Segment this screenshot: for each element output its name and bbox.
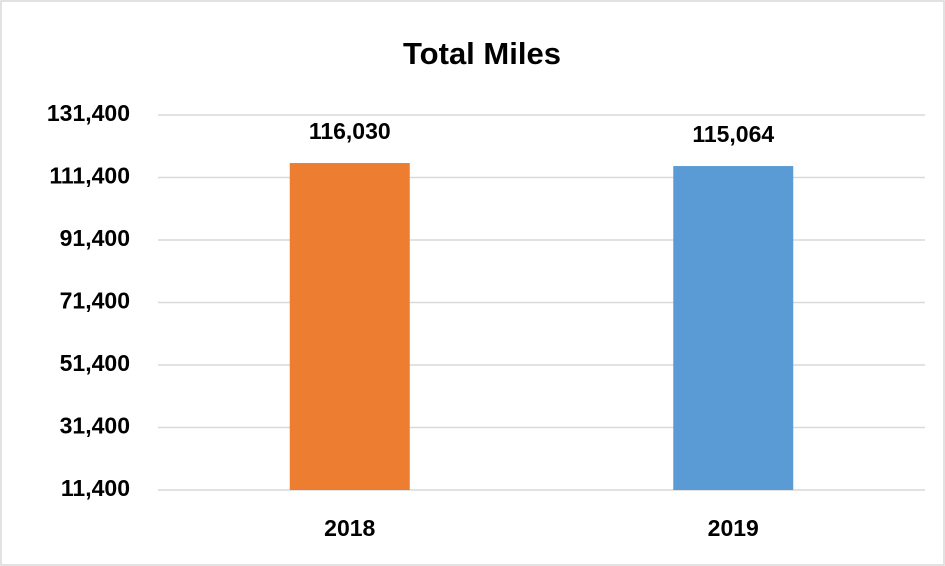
y-tick-label: 111,400 (49, 163, 130, 189)
y-tick-label: 131,400 (47, 100, 130, 126)
data-label: 115,064 (692, 121, 774, 147)
y-tick-label: 91,400 (60, 225, 130, 251)
y-tick-label: 51,400 (60, 350, 130, 376)
chart-title: Total Miles (403, 36, 561, 71)
x-tick-label: 2019 (708, 515, 759, 541)
y-tick-label: 31,400 (60, 413, 130, 439)
y-tick-label: 71,400 (60, 288, 130, 314)
data-label: 116,030 (309, 118, 391, 144)
bar (289, 163, 410, 490)
x-tick-label: 2018 (324, 515, 375, 541)
y-tick-label: 11,400 (61, 475, 130, 501)
bar (673, 166, 794, 491)
